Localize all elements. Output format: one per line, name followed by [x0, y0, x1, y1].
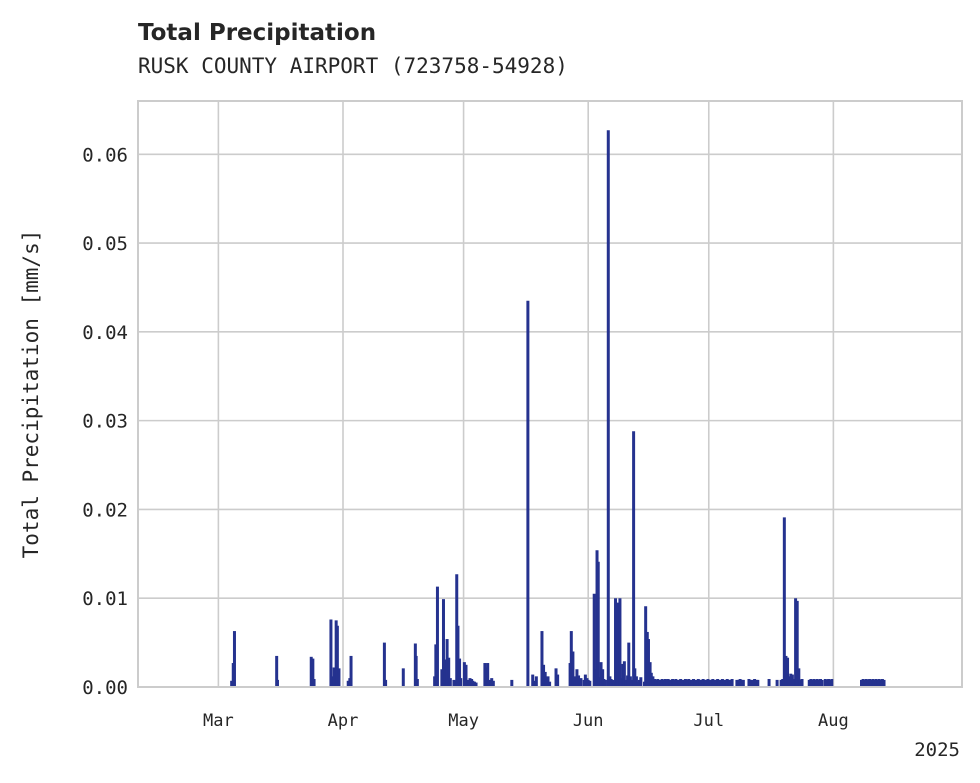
x-tick-label: Apr [328, 711, 359, 731]
y-tick-label: 0.06 [82, 144, 128, 166]
year-label: 2025 [914, 739, 960, 761]
y-tick-label: 0.03 [82, 411, 128, 433]
grid-lines [138, 101, 962, 688]
y-tick-label: 0.05 [82, 233, 128, 255]
axis-tick-labels: 0.00 0.01 0.02 0.03 0.04 0.05 0.06 Mar Apr May Jun… [82, 144, 849, 731]
x-tick-label: Aug [818, 711, 849, 731]
y-axis-label: Total Precipitation [mm/s] [19, 230, 43, 559]
y-tick-label: 0.04 [82, 322, 128, 344]
chart-subtitle: RUSK COUNTY AIRPORT (723758-54928) [138, 54, 568, 78]
chart-title: Total Precipitation [138, 20, 376, 46]
y-tick-label: 0.01 [82, 588, 128, 610]
y-tick-label: 0.00 [82, 677, 128, 699]
x-tick-label: Jul [693, 711, 724, 731]
y-tick-label: 0.02 [82, 499, 128, 521]
plot-frame [137, 100, 963, 688]
x-tick-label: Mar [203, 711, 234, 731]
precipitation-bars [230, 130, 886, 687]
x-tick-label: May [448, 711, 479, 731]
x-tick-label: Jun [573, 711, 604, 731]
